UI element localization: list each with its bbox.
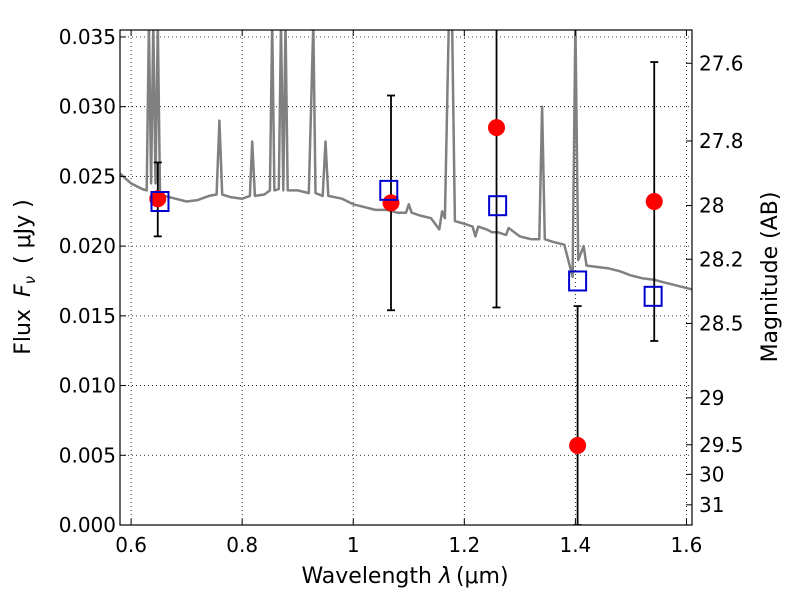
model-point: [568, 270, 588, 292]
spectrum-layer: [120, 30, 692, 291]
y-tick-label: 0.010: [59, 374, 116, 398]
x-tick-label: 0.6: [115, 533, 147, 557]
y-tick-label: 0.020: [59, 234, 116, 258]
plot-frame: [119, 29, 693, 526]
x-tick-label: 1.2: [448, 533, 480, 557]
magnitude-tick-label: 31: [699, 493, 724, 517]
model-points: [150, 179, 663, 307]
magnitude-tick-label: 29: [699, 386, 724, 410]
y-tick-label: 0.005: [59, 443, 116, 467]
y-axis-label: FluxFν( μJy ): [11, 199, 39, 354]
magnitude-tick-label: 28: [699, 194, 724, 218]
x-tick-label: 0.8: [226, 533, 258, 557]
x-tick-label: 1.4: [559, 533, 591, 557]
magnitude-tick-label: 27.8: [699, 129, 744, 153]
magnitude-tick-label: 28.2: [699, 247, 744, 271]
magnitude-tick-label: 28.5: [699, 311, 744, 335]
observed-point: [149, 190, 167, 208]
y-tick-label: 0.025: [59, 164, 116, 188]
magnitude-tick-label: 30: [699, 462, 724, 486]
x-tick-label: 1: [347, 533, 360, 557]
ticks-layer: 0.6 0.8 1 1.2 1.4 1.6 0.000 0.005 0.010 0.015 0.02…: [59, 25, 744, 557]
x-tick-label: 1.6: [671, 533, 703, 557]
y-tick-label: 0.035: [59, 25, 116, 49]
observed-point: [645, 193, 663, 211]
magnitude-axis-label: Magnitude (AB): [758, 192, 783, 363]
model-point: [488, 195, 508, 217]
observed-point: [569, 437, 587, 455]
model-point: [379, 179, 399, 201]
magnitude-tick-label: 27.6: [699, 51, 744, 75]
y-tick-label: 0.000: [59, 513, 116, 537]
y-tick-label: 0.030: [59, 95, 116, 119]
spectrum-line: [120, 30, 692, 291]
y-tick-label: 0.015: [59, 304, 116, 328]
grid: [120, 30, 692, 526]
model-point: [150, 191, 170, 213]
x-axis-label: Wavelength λ (μm): [301, 564, 508, 589]
magnitude-tick-label: 29.5: [699, 433, 744, 457]
model-point: [643, 285, 663, 307]
observed-point: [488, 119, 506, 137]
